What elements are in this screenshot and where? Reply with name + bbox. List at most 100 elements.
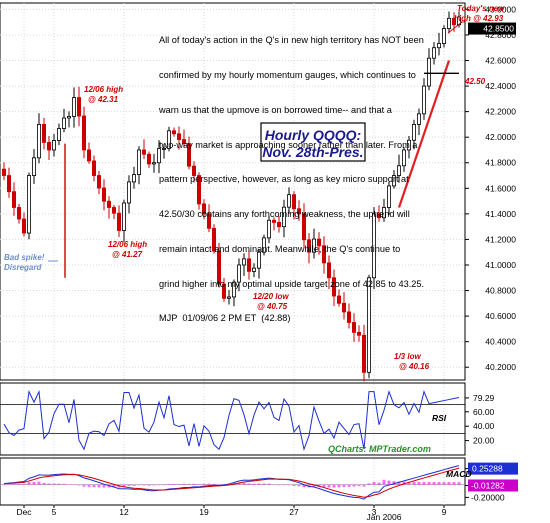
macd-histogram-bar: [207, 483, 211, 485]
macd-histogram-bar: [112, 484, 116, 488]
rsi-tick-label: 40.00: [473, 421, 495, 431]
candle-body: [301, 213, 306, 241]
candle-body: [191, 165, 196, 176]
macd-histogram-bar: [447, 482, 451, 485]
rsi-tick-label: 79.29: [473, 393, 495, 403]
candle-body: [271, 219, 276, 223]
macd-histogram-bar: [267, 483, 271, 485]
rsi-label: RSI: [432, 413, 447, 423]
candle-body: [281, 206, 286, 228]
candle-body: [406, 139, 411, 151]
candle-body: [426, 57, 431, 87]
candle-body: [256, 251, 261, 269]
x-tick-label: 5: [52, 507, 57, 517]
candle-body: [356, 331, 361, 336]
candle-body: [286, 194, 291, 208]
annotation-value: @ 40.16: [399, 362, 430, 371]
macd-histogram-bar: [242, 482, 246, 485]
annotation-value: @ 42.31: [88, 95, 119, 104]
candle-body: [206, 213, 211, 229]
annotation-label: 1/3 low: [394, 352, 421, 361]
macd-panel-frame: [0, 457, 466, 506]
macd-line: [3, 465, 460, 500]
x-tick-label: 3: [372, 507, 377, 517]
watermark: QCharts: MPTrader.com: [328, 444, 431, 454]
macd-histogram-bar: [87, 484, 91, 487]
macd-histogram-bar: [42, 482, 46, 485]
candle-body: [441, 28, 446, 44]
macd-histogram-bar: [172, 483, 176, 485]
macd-histogram-bar: [27, 482, 31, 485]
candle-body: [181, 139, 186, 144]
macd-histogram-bar: [277, 484, 281, 486]
last-price-box: [468, 22, 516, 35]
macd-histogram-bar: [137, 484, 141, 486]
macd-histogram-bar: [152, 484, 156, 486]
candle-body: [311, 238, 316, 253]
candle-body: [201, 203, 206, 215]
macd-histogram-bar: [182, 483, 186, 485]
candle-body: [331, 277, 336, 297]
macd-histogram-bar: [322, 484, 326, 488]
macd-histogram-bar: [122, 484, 126, 487]
macd-histogram-bar: [427, 482, 431, 485]
macd-histogram-bar: [32, 482, 36, 485]
macd-histogram-bar: [437, 482, 441, 485]
candle-body: [156, 148, 161, 164]
candle-body: [336, 295, 341, 304]
price-tick-label: 42.4000: [485, 81, 516, 91]
candle-body: [231, 281, 236, 298]
macd-histogram-bar: [302, 484, 306, 488]
candle-body: [151, 162, 156, 165]
annotation-value: Disregard: [4, 263, 42, 272]
candle-body: [161, 148, 166, 150]
candle-body: [102, 187, 107, 202]
candle-body: [16, 207, 21, 220]
commentary-line: confirmed by my hourly momentum gauges, …: [159, 69, 416, 80]
macd-histogram-bar: [2, 484, 6, 486]
annotation-label: 12/06 high: [84, 85, 123, 94]
candle-body: [391, 175, 396, 187]
macd-histogram-bar: [162, 484, 166, 486]
commentary-line: grind higher into my optimal upside targ…: [159, 278, 425, 289]
candle-body: [446, 17, 451, 29]
title-box: [260, 122, 366, 162]
candle-body: [72, 97, 77, 117]
macd-histogram-bar: [257, 483, 261, 485]
rsi-tick-label: 60.00: [473, 407, 495, 417]
chart-title: Hourly QQQQ:: [265, 127, 361, 143]
candle-body: [136, 149, 141, 175]
candle-body: [381, 207, 386, 219]
candle-body: [97, 175, 102, 189]
annotation-label: Bad spike!: [4, 253, 45, 262]
candle-body: [131, 174, 136, 183]
price-panel-frame: [0, 2, 466, 381]
candle-body: [226, 296, 231, 299]
price-tick-label: 40.8000: [485, 286, 516, 296]
price-tick-label: 42.2000: [485, 107, 516, 117]
macd-histogram-bar: [392, 481, 396, 485]
commentary-line: warn us that the upmove is on borrowed t…: [159, 104, 392, 115]
macd-histogram-bar: [222, 484, 226, 485]
candle-body: [77, 97, 82, 117]
candle-body: [291, 194, 296, 210]
candle-body: [221, 283, 226, 299]
candle-body: [7, 175, 12, 193]
macd-histogram-bar: [387, 480, 391, 485]
candle-body: [112, 207, 117, 214]
candle-body: [396, 165, 401, 176]
candle-body: [431, 47, 436, 59]
candle-body: [341, 302, 346, 313]
candle-body: [146, 153, 151, 165]
candle-body: [166, 130, 171, 149]
new-high-pointer: [447, 21, 463, 34]
x-tick-label: 12: [119, 507, 129, 517]
macd-histogram-bar: [12, 484, 16, 485]
candle-body: [326, 262, 331, 279]
commentary-line: 42.50/30 contains any forthcoming weakne…: [159, 209, 410, 220]
x-tick-label: 9: [442, 507, 447, 517]
macd-histogram-bar: [332, 484, 336, 488]
macd-histogram-bar: [327, 484, 331, 488]
price-tick-label: 41.2000: [485, 234, 516, 244]
